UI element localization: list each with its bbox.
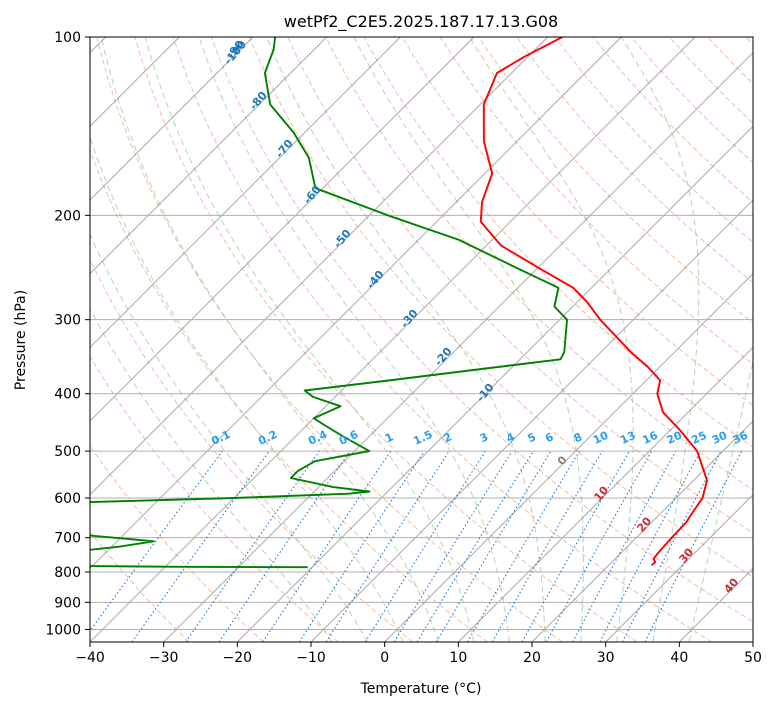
mixing-ratio-line-11 <box>467 450 580 642</box>
mixing-ratio-line-7 <box>364 450 486 642</box>
isotherm-16 <box>531 420 753 642</box>
y-tick-label-7: 800 <box>54 565 81 581</box>
moist-adiabat-10 <box>688 358 753 642</box>
isotherm-5 <box>90 37 327 275</box>
isotherm-17 <box>605 494 753 642</box>
isotherm-6 <box>90 37 401 348</box>
mixing-ratio-line-3 <box>218 450 351 642</box>
dewpoint-line <box>90 37 568 569</box>
isotherm-19 <box>752 641 753 642</box>
isotherm-12 <box>237 125 753 642</box>
dry-adiabat-16 <box>516 37 753 284</box>
x-tick-label-0: −40 <box>75 650 105 666</box>
moist-adiabat-9 <box>620 37 700 642</box>
dry-adiabat-6 <box>134 37 638 642</box>
moist-adiabat-3 <box>100 37 439 642</box>
x-tick-label-2: −20 <box>223 650 253 666</box>
mixing-ratio-line-12 <box>491 450 603 642</box>
isotherm-9 <box>90 37 622 569</box>
mixing-ratio-line-14 <box>545 450 653 642</box>
dry-adiabat-18 <box>592 37 753 203</box>
y-tick-label-5: 600 <box>54 491 81 507</box>
x-tick-label-9: 50 <box>744 650 762 666</box>
mixing-ratio-line-13 <box>521 450 630 642</box>
y-tick-label-6: 700 <box>54 531 81 547</box>
mixing-ratio-line-10 <box>435 450 552 642</box>
y-tick-label-8: 900 <box>54 595 81 611</box>
mixing-ratio-label-18: 36 <box>731 429 751 447</box>
x-tick-label-4: 0 <box>380 650 389 666</box>
dry-adiabat-15 <box>478 37 753 324</box>
y-tick-label-9: 1000 <box>45 622 81 638</box>
dry-adiabat-8 <box>210 37 753 623</box>
moist-adiabat-1 <box>90 232 369 642</box>
axis-ticks: −40 −30 −20 −10 0 10 20 30 40 50 100 200 300 400 500 60… <box>45 30 762 666</box>
isotherm-10 <box>90 37 696 642</box>
y-tick-label-3: 400 <box>54 387 81 403</box>
y-tick-label-4: 500 <box>54 444 81 460</box>
isotherm-11 <box>163 52 753 642</box>
moist-adiabat-6 <box>266 37 546 642</box>
x-axis-label: Temperature (°C) <box>360 681 482 697</box>
isotherm-7 <box>90 37 475 422</box>
y-tick-label-1: 200 <box>54 208 81 224</box>
dry-adiabat-2 <box>90 355 339 642</box>
dry-adiabat-12 <box>363 37 753 448</box>
x-tick-label-7: 30 <box>597 650 615 666</box>
mixing-ratio-line-2 <box>185 450 320 642</box>
mixing-ratio-line-1 <box>131 450 270 642</box>
y-tick-label-0: 100 <box>54 30 81 46</box>
isotherm-8 <box>90 37 548 496</box>
x-tick-label-8: 40 <box>670 650 688 666</box>
isotherm-13 <box>310 199 753 642</box>
dry-adiabat-7 <box>172 37 712 642</box>
mixing-ratio-line-0 <box>90 450 223 632</box>
y-axis-label: Pressure (hPa) <box>13 290 29 390</box>
mixing-ratio-label-17: 30 <box>710 429 730 447</box>
mixing-ratio-line-15 <box>572 450 677 642</box>
isotherm-14 <box>384 273 753 642</box>
mixing-ratio-label-13: 13 <box>618 429 637 447</box>
mixing-ratio-line-6 <box>325 450 450 642</box>
chart-title: wetPf2_C2E5.2025.187.17.13.G08 <box>284 12 558 32</box>
moist-adiabat-4 <box>144 37 475 642</box>
mixing-ratio-line-8 <box>393 450 513 642</box>
dry-adiabat-4 <box>90 148 488 642</box>
mixing-ratio-label-12: 10 <box>591 429 611 447</box>
isotherm-15 <box>458 346 753 642</box>
series-layer <box>90 37 708 569</box>
mixing-ratio-line-9 <box>416 450 534 642</box>
moist-adiabat-7 <box>353 37 584 642</box>
x-tick-label-5: 10 <box>449 650 467 666</box>
dry-adiabat-13 <box>401 37 753 406</box>
dry-adiabat-10 <box>287 37 753 534</box>
background-lines <box>90 37 753 642</box>
x-tick-label-1: −30 <box>149 650 179 666</box>
plot-frame <box>89 36 754 643</box>
isotherm-4 <box>90 37 254 201</box>
plot-background <box>90 37 753 642</box>
temperature-line <box>479 37 708 566</box>
dry-adiabat-11 <box>325 37 753 491</box>
x-tick-label-6: 20 <box>523 650 541 666</box>
moist-adiabat-5 <box>198 37 510 642</box>
moist-adiabat-0 <box>90 308 333 642</box>
y-tick-label-2: 300 <box>54 313 81 329</box>
dry-adiabat-0 <box>90 531 190 642</box>
mixing-ratio-label-15: 20 <box>665 429 685 447</box>
x-tick-label-3: −10 <box>296 650 326 666</box>
mixing-ratio-label-14: 16 <box>640 429 660 447</box>
moist-adiabat-2 <box>90 135 404 642</box>
mixing-ratio-label-16: 25 <box>689 429 708 447</box>
